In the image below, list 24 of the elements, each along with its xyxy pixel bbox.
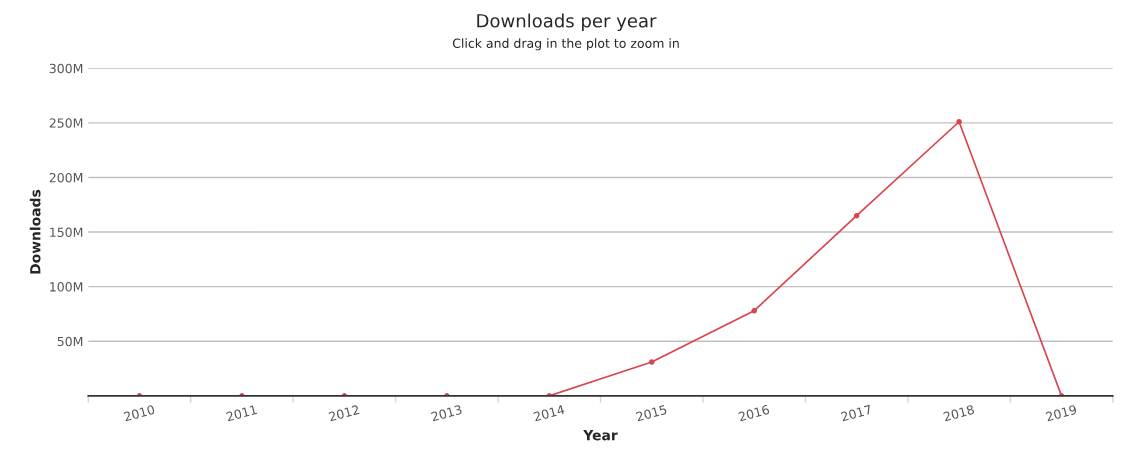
x-tick-label: 2010 xyxy=(123,404,156,422)
x-axis-title: Year xyxy=(583,430,618,441)
x-tick-label: 2012 xyxy=(328,404,360,422)
x-tick-label: 2013 xyxy=(430,404,463,422)
x-tick-label: 2011 xyxy=(225,404,258,422)
x-tick-label: 2014 xyxy=(533,404,565,422)
point xyxy=(648,359,655,365)
x-tick-label: 2019 xyxy=(1045,404,1077,422)
y-tick-label: 150M xyxy=(50,227,83,237)
x-tick-label: 2017 xyxy=(840,404,872,422)
x-tick-label: 2016 xyxy=(738,404,770,422)
y-axis-title: Downloads xyxy=(29,189,41,274)
x-tick-label: 2015 xyxy=(635,404,667,422)
x-tick-label: 2018 xyxy=(943,404,975,422)
chart-subtitle: Click and drag in the plot to zoom in xyxy=(452,38,679,51)
point xyxy=(751,307,757,314)
chart-title: Downloads per year xyxy=(477,13,657,32)
y-tick-label: 250M xyxy=(49,118,83,128)
y-tick-label: 300M xyxy=(49,63,83,74)
y-tick-label: 100M xyxy=(50,282,83,292)
y-tick-label: 200M xyxy=(49,172,83,183)
point xyxy=(956,118,962,125)
point xyxy=(853,212,860,219)
y-tick-label: 50M xyxy=(57,336,83,347)
